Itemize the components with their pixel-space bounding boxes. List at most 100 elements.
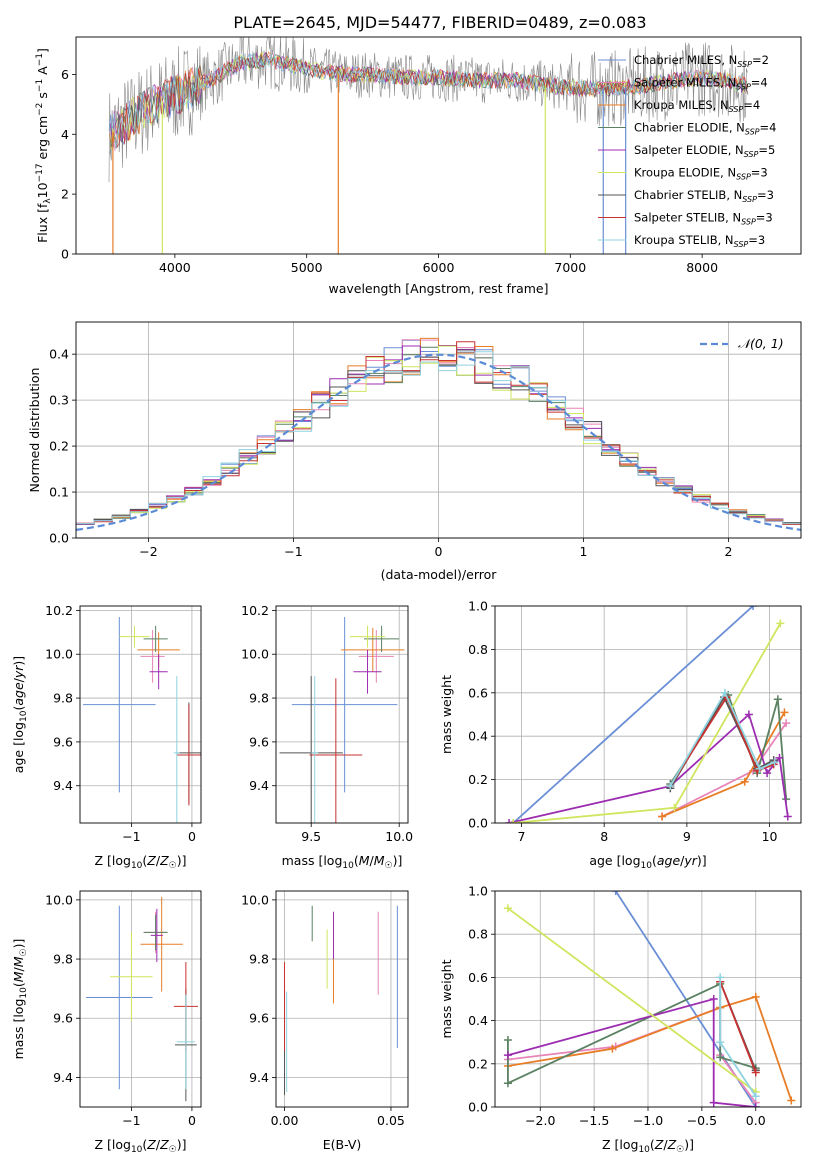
x-tick-label: −2.0 [525, 1113, 555, 1128]
x-tick-label: 9.5 [301, 829, 321, 844]
weight-line-salpeter-stelib [669, 695, 775, 787]
normal-curve [76, 353, 801, 531]
x-tick-label: 9 [683, 829, 691, 844]
axes-mass-vs-ebv: 0.00 0.05 9.4 9.6 9.8 10.0 E(B-V) [241, 890, 409, 1152]
y-tick-label: 9.4 [249, 1070, 269, 1085]
x-tick-label: 8 [600, 829, 608, 844]
legend-text: Salpeter MILES, N [634, 76, 736, 90]
label-part: age [657, 853, 681, 868]
label-part: ☉ [676, 1145, 684, 1155]
label-part: ☉ [19, 948, 29, 956]
x-tick-label: 0.05 [377, 1113, 405, 1128]
label-part: ☉ [169, 861, 177, 871]
legend-sub: SSP [741, 218, 756, 227]
legend-sub: SSP [742, 195, 757, 204]
y-tick-label: 9.6 [249, 734, 269, 749]
weight-point-salpeter-elodie [709, 1098, 718, 1107]
model-spectrum-kroupa-stelib [111, 53, 748, 149]
x-axis-label: mass [log10(M/M☉)] [282, 853, 403, 871]
label-part: 10 [19, 987, 29, 999]
legend-sub: SSP [736, 83, 751, 92]
y-tick-label: 0.4 [468, 729, 488, 744]
axes-frame [75, 321, 802, 539]
label-part: 10 [131, 1145, 143, 1155]
weight-point-kroupa-miles [658, 812, 667, 821]
label-part: )] [11, 656, 26, 666]
weight-point-kroupa-stelib [755, 764, 764, 773]
legend-tail: =4 [743, 98, 760, 112]
label-part: )] [697, 853, 707, 868]
y-tick-label: 9.8 [53, 952, 73, 967]
label-part: erg cm [35, 116, 50, 164]
legend-text: Kroupa MILES, N [634, 98, 729, 112]
label-part: −2 [35, 103, 45, 116]
plot-area [279, 616, 405, 823]
weight-point-kroupa-miles [780, 708, 789, 717]
label-part: Z [667, 1137, 677, 1152]
weight-point-salpeter-stelib [751, 1068, 760, 1077]
label-part: ( [650, 1137, 655, 1152]
label-part: Z [146, 1137, 156, 1152]
legend-label-kroupa-elodie: Kroupa ELODIE, NSSP=3 [634, 166, 768, 182]
label-part: ☉ [169, 1145, 177, 1155]
x-axis-label: Z [log10(Z/Z☉)] [94, 853, 186, 871]
legend-sub: SSP [736, 173, 751, 182]
weight-point-chabrier-elodie [503, 1079, 512, 1088]
axes-frame [494, 605, 802, 824]
legend-tail: =4 [760, 121, 777, 135]
weight-point-salpeter-elodie [775, 753, 784, 762]
x-tick-label: −1 [122, 829, 140, 844]
label-part: )] [393, 853, 403, 868]
label-part: age [log [589, 853, 640, 868]
axes-frame [275, 605, 409, 824]
weight-point-salpeter-elodie [763, 769, 772, 778]
label-part: A [35, 66, 50, 79]
label-part: M [374, 853, 385, 868]
weight-line-kroupa-elodie [507, 907, 757, 1093]
weight-point-chabrier-miles [749, 606, 758, 610]
label-part: / [680, 853, 685, 868]
label-part: yr [683, 853, 697, 868]
model-spectrum-chabrier-stelib [110, 52, 749, 149]
label-part: M [11, 971, 26, 982]
y-tick-label: 9.8 [249, 952, 269, 967]
label-part: s [35, 92, 50, 103]
axes-frame [275, 890, 409, 1108]
label-part: ( [11, 706, 26, 711]
observed-spectrum-line [108, 37, 749, 183]
label-part: )] [684, 1137, 694, 1152]
model-spectrum-kroupa-elodie [110, 51, 748, 150]
weight-point-kroupa-stelib [666, 782, 675, 791]
weight-point-salpeter-elodie [709, 995, 718, 1003]
y-axis-label: mass weight [439, 959, 454, 1038]
axes-spectrum: 4000 5000 6000 7000 8000 0 2 4 6 Chabrier MILES, … [35, 36, 802, 296]
weight-point-salpeter-elodie [503, 1051, 512, 1060]
y-tick-label: 4 [61, 127, 69, 142]
y-tick-label: 6 [61, 67, 69, 82]
legend-sub: SSP [737, 60, 752, 69]
label-part: ( [354, 853, 359, 868]
weight-point-salpeter-elodie [751, 1103, 760, 1107]
label-part: Z [654, 1137, 664, 1152]
weight-point-kroupa-stelib [716, 1038, 725, 1047]
label-part: −1 [35, 53, 45, 66]
y-tick-label: 2 [61, 187, 69, 202]
weight-point-kroupa-miles [751, 992, 760, 1001]
weight-point-chabrier-elodie [716, 1053, 725, 1062]
x-tick-label: 10 [762, 829, 778, 844]
label-part: / [663, 1137, 668, 1152]
legend-text: Salpeter STELIB, N [634, 211, 741, 225]
y-tick-label: 9.6 [249, 1011, 269, 1026]
label-part: Z [log [94, 1137, 130, 1152]
weight-point-kroupa-stelib [751, 1092, 760, 1101]
legend-text: Chabrier STELIB, N [634, 188, 742, 202]
label-part: 10 [35, 182, 50, 198]
weight-point-kroupa-stelib [770, 758, 779, 767]
y-tick-label: 0.0 [49, 531, 69, 546]
axes-frame [494, 890, 802, 1108]
y-tick-label: 10.0 [45, 647, 73, 662]
x-tick-label: 0.00 [271, 1113, 299, 1128]
x-tick-label: −0.5 [687, 1113, 717, 1128]
